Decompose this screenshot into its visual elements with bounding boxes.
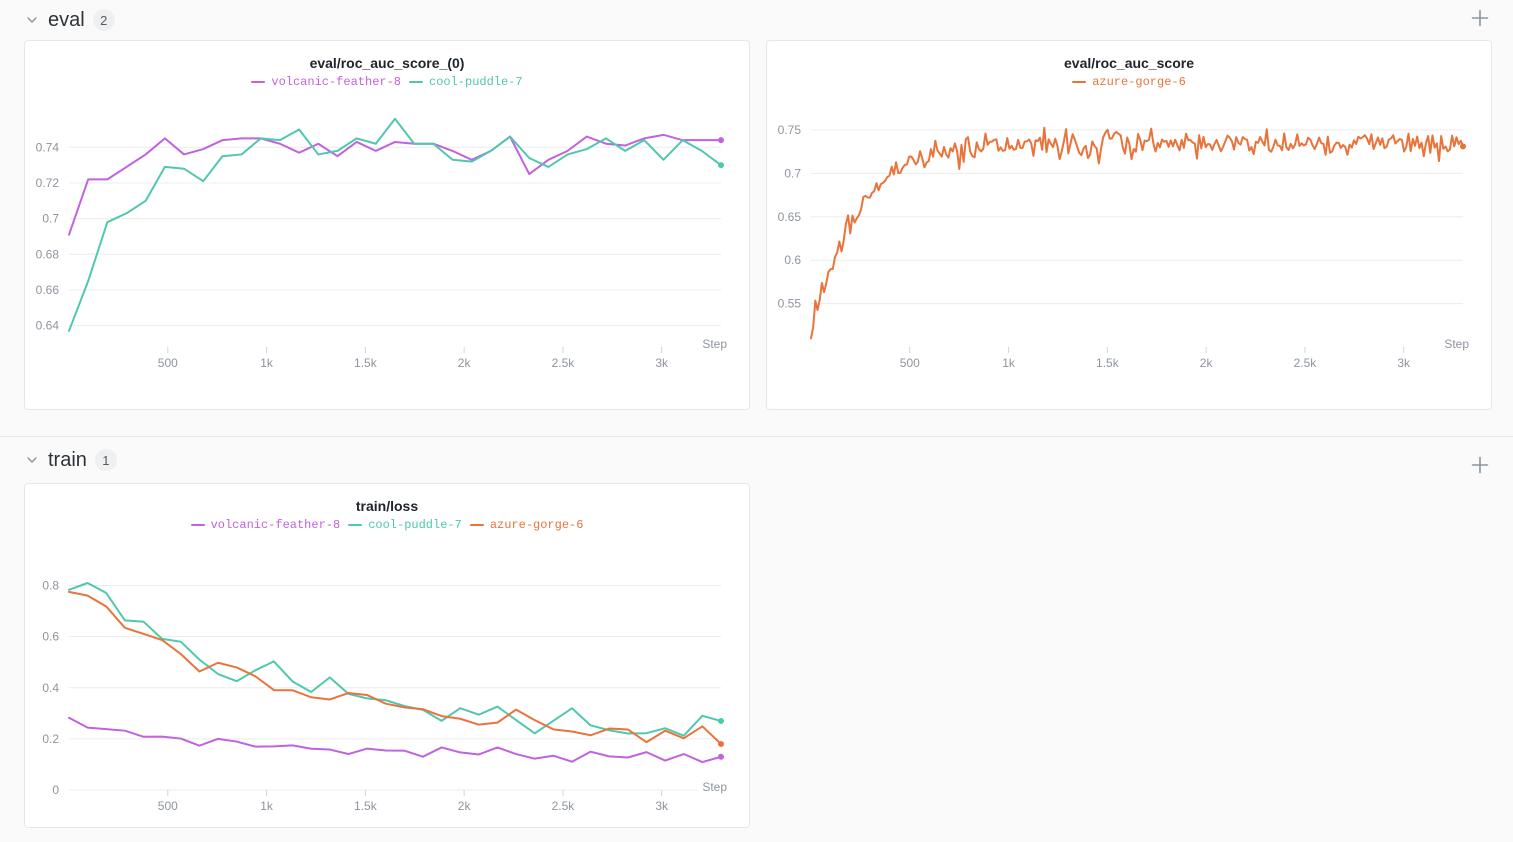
svg-text:500: 500	[158, 799, 178, 813]
svg-text:0.66: 0.66	[36, 283, 60, 297]
svg-text:2.5k: 2.5k	[1294, 356, 1318, 370]
svg-text:0.4: 0.4	[42, 681, 59, 695]
svg-text:0.8: 0.8	[42, 579, 59, 593]
svg-text:1k: 1k	[260, 799, 274, 813]
svg-text:1k: 1k	[260, 356, 274, 370]
svg-text:0.72: 0.72	[36, 176, 60, 190]
svg-text:0.2: 0.2	[42, 732, 59, 746]
svg-text:2.5k: 2.5k	[552, 356, 576, 370]
svg-text:2k: 2k	[458, 356, 472, 370]
svg-text:2k: 2k	[1200, 356, 1214, 370]
svg-text:500: 500	[158, 356, 178, 370]
svg-text:2.5k: 2.5k	[552, 799, 576, 813]
svg-text:0: 0	[52, 783, 59, 797]
svg-text:0.64: 0.64	[36, 319, 60, 333]
svg-text:3k: 3k	[655, 356, 669, 370]
svg-text:2k: 2k	[458, 799, 472, 813]
svg-text:0.68: 0.68	[36, 247, 60, 261]
svg-text:1.5k: 1.5k	[354, 356, 378, 370]
svg-text:0.7: 0.7	[42, 212, 59, 226]
svg-text:0.75: 0.75	[778, 123, 802, 137]
svg-text:1.5k: 1.5k	[354, 799, 378, 813]
svg-text:1.5k: 1.5k	[1096, 356, 1120, 370]
svg-text:500: 500	[900, 356, 920, 370]
svg-text:0.55: 0.55	[778, 297, 802, 311]
svg-text:1k: 1k	[1002, 356, 1016, 370]
svg-text:3k: 3k	[655, 799, 669, 813]
svg-text:0.65: 0.65	[778, 210, 802, 224]
svg-text:0.6: 0.6	[784, 253, 801, 267]
svg-text:0.74: 0.74	[36, 140, 60, 154]
svg-text:0.7: 0.7	[784, 166, 801, 180]
svg-text:0.6: 0.6	[42, 630, 59, 644]
svg-text:3k: 3k	[1397, 356, 1411, 370]
